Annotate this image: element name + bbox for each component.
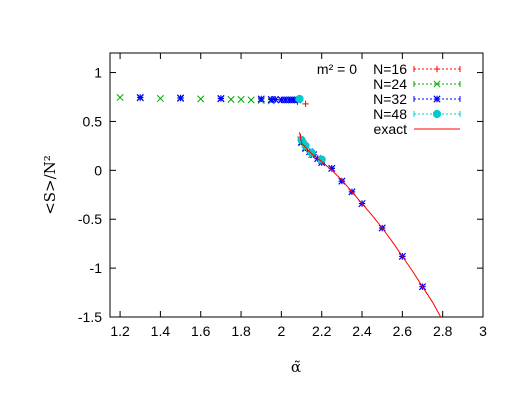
series-n-24 — [116, 93, 326, 165]
data-point — [116, 93, 124, 102]
legend-marker — [433, 95, 441, 103]
x-tick-label: 2.4 — [352, 323, 372, 339]
data-point — [257, 95, 265, 103]
data-point — [136, 93, 144, 102]
x-axis-label: α̃ — [291, 358, 301, 376]
x-tick-label: 1.6 — [191, 323, 211, 339]
data-point — [433, 80, 441, 88]
legend-errorbar-caps — [413, 81, 461, 87]
data-point — [301, 141, 310, 150]
legend-marker — [433, 80, 441, 88]
y-tick-label: -1.5 — [78, 309, 102, 325]
data-point — [433, 95, 441, 103]
plot-frame — [109, 52, 484, 318]
series-line — [299, 132, 442, 318]
data-point — [156, 94, 164, 103]
data-point — [295, 94, 304, 104]
legend-errorbar-caps — [413, 66, 461, 72]
data-point — [271, 95, 279, 104]
data-point — [432, 109, 442, 119]
data-point — [302, 100, 309, 108]
series-n-16 — [288, 96, 309, 145]
y-tick-label: 1 — [94, 65, 102, 81]
data-point — [317, 155, 326, 164]
series-n-48 — [295, 94, 326, 164]
legend-label: N=48 — [373, 106, 407, 122]
y-axis-label: <S>/N² — [41, 155, 59, 215]
x-tick-label: 2.2 — [312, 323, 332, 339]
legend-header: m² = 0 — [317, 61, 357, 77]
series-layer — [116, 93, 442, 318]
y-tick-label: -1 — [90, 260, 103, 276]
y-tick-label: 0 — [94, 162, 102, 178]
y-tick-label: -0.5 — [78, 211, 102, 227]
data-point — [227, 95, 235, 103]
ticks: 1.2 1.4 1.6 1.8 2 2.2 2.4 2.6 2.8 3 1 0.5 0 -0.5 -1 -1.… — [78, 53, 487, 339]
x-tick-label: 2.6 — [393, 323, 413, 339]
data-point — [197, 95, 205, 103]
series-exact — [299, 132, 442, 318]
x-tick-label: 1.8 — [231, 323, 251, 339]
data-point — [289, 96, 298, 104]
x-tick-label: 2 — [277, 323, 285, 339]
data-point — [281, 96, 290, 104]
legend-label: N=16 — [373, 61, 407, 77]
data-point — [338, 177, 346, 185]
data-point — [285, 96, 294, 104]
legend-label: N=24 — [373, 76, 407, 92]
y-tick-label: 0.5 — [83, 113, 103, 129]
legend-marker — [433, 65, 441, 73]
data-point — [176, 94, 185, 102]
legend-marker — [432, 109, 442, 119]
x-tick-label: 3 — [479, 323, 487, 339]
data-point — [237, 95, 245, 103]
data-point — [247, 96, 255, 104]
legend-label: exact — [374, 121, 408, 137]
x-tick-label: 2.8 — [433, 323, 453, 339]
data-point — [328, 164, 336, 173]
legend-errorbar-caps — [413, 111, 461, 117]
data-point — [267, 95, 275, 104]
legend-errorbar-caps — [413, 96, 461, 102]
data-point — [277, 96, 286, 104]
data-point — [217, 94, 225, 103]
data-point — [433, 65, 441, 73]
x-tick-label: 1.4 — [151, 323, 171, 339]
x-tick-label: 1.2 — [110, 323, 130, 339]
legend-label: N=32 — [373, 91, 407, 107]
